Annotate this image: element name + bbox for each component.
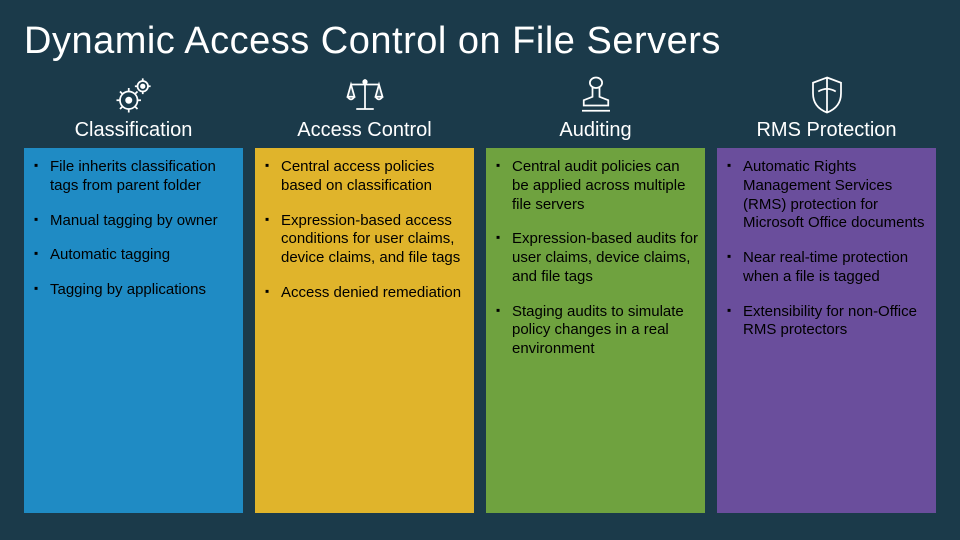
columns-row: Classification File inherits classificat… <box>24 73 936 513</box>
bullet-item: Near real-time protection when a file is… <box>727 249 930 287</box>
column-access-control: Access Control Central access policies b… <box>255 73 474 513</box>
bullet-item: Automatic Rights Management Services (RM… <box>727 158 930 233</box>
slide-title: Dynamic Access Control on File Servers <box>24 20 936 63</box>
column-header: Auditing <box>486 73 705 148</box>
bullet-list: Central access policies based on classif… <box>265 158 468 303</box>
gears-icon <box>112 73 156 117</box>
bullet-list: Central audit policies can be applied ac… <box>496 158 699 359</box>
column-body: Central access policies based on classif… <box>255 148 474 513</box>
bullet-item: Staging audits to simulate policy change… <box>496 303 699 359</box>
bullet-item: Access denied remediation <box>265 284 468 303</box>
bullet-item: Central audit policies can be applied ac… <box>496 158 699 214</box>
slide: Dynamic Access Control on File Servers <box>0 0 960 540</box>
column-body: Central audit policies can be applied ac… <box>486 148 705 513</box>
column-rms-protection: RMS Protection Automatic Rights Manageme… <box>717 73 936 513</box>
column-label: RMS Protection <box>756 119 896 142</box>
bullet-item: Expression-based access conditions for u… <box>265 212 468 268</box>
bullet-item: Tagging by applications <box>34 281 237 300</box>
bullet-list: Automatic Rights Management Services (RM… <box>727 158 930 340</box>
column-header: Access Control <box>255 73 474 148</box>
column-auditing: Auditing Central audit policies can be a… <box>486 73 705 513</box>
column-label: Auditing <box>559 119 631 142</box>
bullet-item: Expression-based audits for user claims,… <box>496 230 699 286</box>
bullet-item: Extensibility for non-Office RMS protect… <box>727 303 930 341</box>
shield-icon <box>805 73 849 117</box>
bullet-list: File inherits classification tags from p… <box>34 158 237 300</box>
column-header: Classification <box>24 73 243 148</box>
column-body: Automatic Rights Management Services (RM… <box>717 148 936 513</box>
stamp-icon <box>574 73 618 117</box>
column-header: RMS Protection <box>717 73 936 148</box>
column-label: Classification <box>75 119 193 142</box>
bullet-item: Automatic tagging <box>34 246 237 265</box>
column-body: File inherits classification tags from p… <box>24 148 243 513</box>
bullet-item: Manual tagging by owner <box>34 212 237 231</box>
scales-icon <box>343 73 387 117</box>
column-classification: Classification File inherits classificat… <box>24 73 243 513</box>
bullet-item: File inherits classification tags from p… <box>34 158 237 196</box>
column-label: Access Control <box>297 119 432 142</box>
bullet-item: Central access policies based on classif… <box>265 158 468 196</box>
